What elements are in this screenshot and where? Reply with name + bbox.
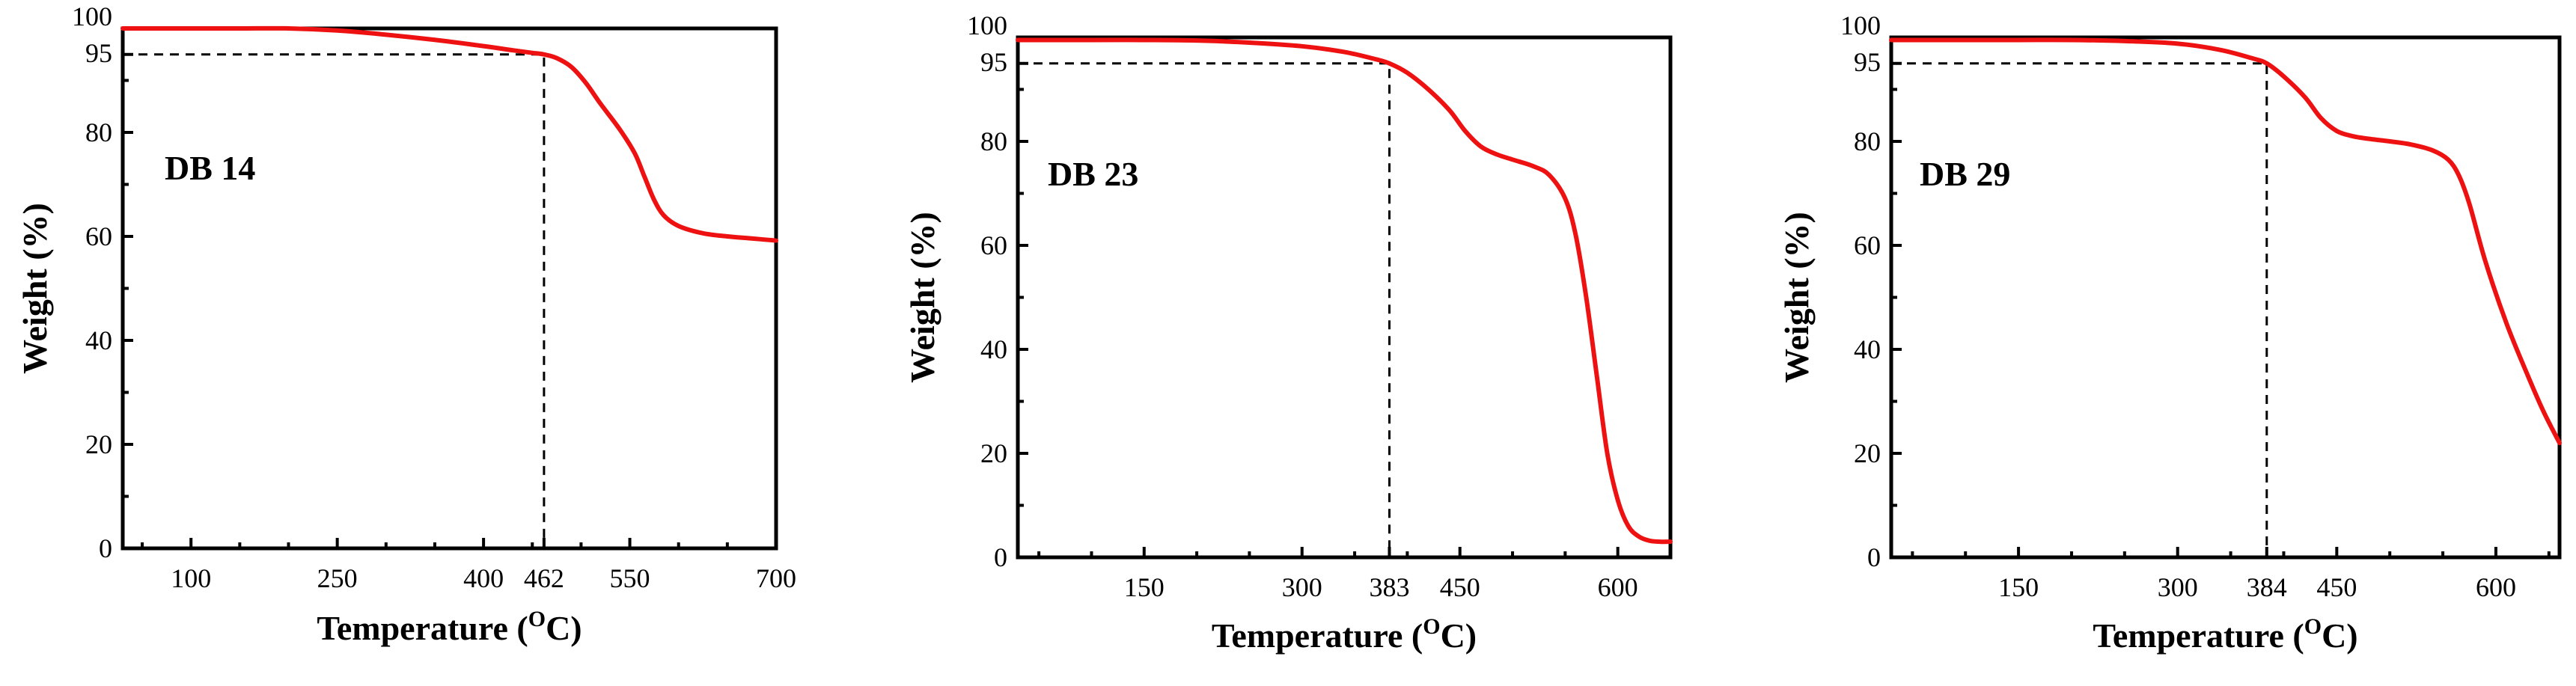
t95-guide-line — [123, 53, 546, 548]
y-axis-title: Weight (%) — [16, 203, 54, 374]
y-tick-label: 20 — [1854, 438, 1881, 468]
y-tick-label: 100 — [967, 10, 1007, 40]
y-tick-label: 20 — [980, 438, 1007, 468]
x-axis-title: Temperature (OC) — [2093, 614, 2357, 655]
x-tick-label: 550 — [610, 563, 650, 593]
weight-loss-curve — [120, 25, 778, 243]
y-tick-label: 95 — [85, 38, 112, 68]
x-tick-label: 250 — [317, 563, 358, 593]
y-tick-label: 60 — [85, 221, 112, 251]
x-tick-label: 450 — [2316, 572, 2357, 602]
x-tick-label: 300 — [1282, 572, 1322, 602]
y-tick-label: 80 — [980, 126, 1007, 156]
sample-label: DB 23 — [1048, 155, 1138, 193]
y-tick-label: 40 — [980, 334, 1007, 364]
plot-frame — [1016, 35, 1673, 560]
y-tick-label: 40 — [1854, 334, 1881, 364]
y-tick-label: 80 — [85, 117, 112, 147]
x-tick-label: 384 — [2247, 572, 2287, 602]
plot-frame — [120, 26, 778, 551]
y-tick-label: 60 — [980, 230, 1007, 260]
x-axis-title: Temperature (OC) — [1212, 614, 1477, 655]
x-tick-label: 100 — [171, 563, 211, 593]
x-tick-label: 400 — [463, 563, 504, 593]
weight-loss-curve — [1016, 37, 1673, 545]
y-tick-label: 40 — [85, 325, 112, 355]
x-tick-label: 600 — [2476, 572, 2516, 602]
sample-label: DB 14 — [165, 149, 255, 187]
y-axis-title: Weight (%) — [1777, 212, 1816, 383]
x-tick-label: 383 — [1369, 572, 1409, 602]
y-tick-label: 80 — [1854, 126, 1881, 156]
y-tick-label: 60 — [1854, 230, 1881, 260]
x-tick-label: 150 — [1124, 572, 1165, 602]
t95-guide-line — [1891, 62, 2268, 557]
y-tick-label: 0 — [99, 533, 112, 563]
y-tick-label: 20 — [85, 429, 112, 459]
y-tick-label: 0 — [1867, 542, 1881, 572]
weight-loss-curve — [1889, 37, 2562, 446]
sample-label: DB 29 — [1920, 155, 2010, 193]
x-tick-label: 600 — [1598, 572, 1638, 602]
tga-panel-3: 0 20 40 60 80 95 100 150 300 384 450 600 DB 29 Temper… — [1777, 10, 2562, 655]
x-tick-label: 150 — [1998, 572, 2039, 602]
y-tick-label: 95 — [1854, 47, 1881, 77]
plot-frame — [1889, 35, 2562, 560]
y-tick-label: 95 — [980, 47, 1007, 77]
y-axis-title: Weight (%) — [903, 212, 941, 383]
tga-panel-1: 0 20 40 60 80 95 100 100 250 400 462 550 700 DB 14 Tem… — [16, 1, 796, 647]
x-tick-label: 300 — [2158, 572, 2198, 602]
y-tick-label: 100 — [1840, 10, 1881, 40]
x-tick-label: 462 — [524, 563, 564, 593]
y-tick-label: 0 — [994, 542, 1007, 572]
x-axis-title: Temperature (OC) — [317, 607, 582, 647]
y-tick-label: 100 — [72, 1, 112, 31]
x-tick-label: 450 — [1440, 572, 1480, 602]
t95-guide-line — [1018, 62, 1391, 557]
tga-panel-2: 0 20 40 60 80 95 100 150 300 383 450 600 DB 23 Temper… — [903, 10, 1673, 655]
x-tick-label: 700 — [756, 563, 796, 593]
